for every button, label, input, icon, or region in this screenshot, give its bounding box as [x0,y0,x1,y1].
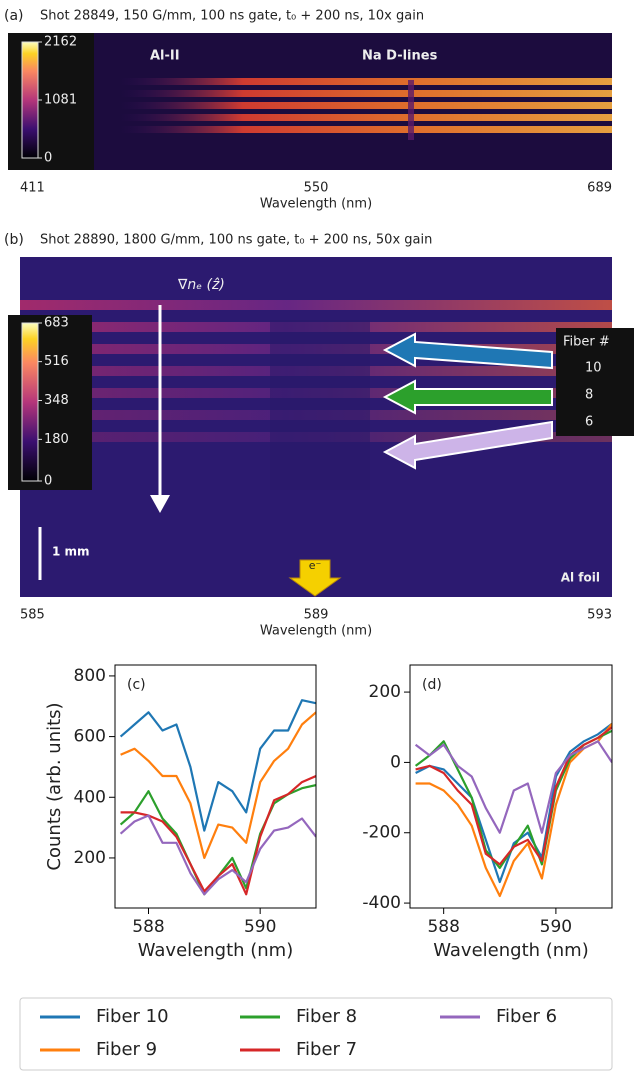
colorbar-tick-label: 516 [44,354,69,369]
emission-band [120,78,612,85]
y-tick-label: 800 [74,666,106,686]
x-tick-label: 593 [587,608,612,623]
annotation: Na D-lines [362,49,438,64]
colorbar-tick-label: 0 [44,474,52,489]
panel-title: Shot 28849, 150 G/mm, 100 ns gate, t₀ + … [40,9,424,24]
x-axis-label: Wavelength (nm) [260,197,372,212]
fiber-label: 10 [585,361,602,376]
series-line [119,699,316,832]
y-tick-label: -200 [362,823,401,843]
panel-label: (b) [4,232,24,248]
series-line [415,722,612,884]
emission-band [120,102,612,109]
annotation: e⁻ [309,559,322,572]
fiber-title: Fiber # [563,335,610,350]
x-tick-label: 689 [587,181,612,196]
x-axis-label: Wavelength (nm) [433,940,589,961]
x-tick-label: 588 [132,917,164,937]
x-axis-label: Wavelength (nm) [138,940,294,961]
series-line [414,740,612,834]
axes-frame [114,664,317,909]
absorption-gap [408,80,414,140]
legend-label: Fiber 9 [96,1039,157,1060]
axes-frame [409,664,613,909]
colorbar [21,41,39,159]
y-tick-label: 0 [390,752,401,772]
colorbar [21,322,39,482]
legend-label: Fiber 7 [296,1039,357,1060]
y-tick-label: 200 [74,848,106,868]
series-line [415,726,612,866]
panel-title: Shot 28890, 1800 G/mm, 100 ns gate, t₀ +… [40,233,432,248]
emission-band [120,90,612,97]
y-tick-label: 400 [74,787,106,807]
series-line [415,723,612,898]
emission-band [120,114,612,121]
annotation: Al-II [150,49,180,64]
emission-band [120,126,612,133]
fiber-label: 8 [585,388,593,403]
annotation: Al foil [561,571,600,585]
y-tick-label: 600 [74,727,106,747]
x-tick-label: 589 [304,608,329,623]
x-tick-label: 585 [20,608,45,623]
y-tick-label: -400 [362,893,401,913]
colorbar-tick-label: 1081 [44,93,77,108]
x-tick-label: 588 [427,917,459,937]
series-line [120,711,316,859]
legend-label: Fiber 8 [296,1006,357,1027]
colorbar-tick-label: 348 [44,393,69,408]
colorbar-tick-label: 2162 [44,35,77,50]
emission-band [20,300,612,310]
x-tick-label: 411 [20,181,45,196]
colorbar-tick-label: 180 [44,432,69,447]
legend-label: Fiber 10 [96,1006,169,1027]
gradient-arrow-head [150,495,170,513]
fiber-label: 6 [585,415,593,430]
y-tick-label: 200 [369,682,401,702]
colorbar-tick-label: 683 [44,316,69,331]
y-axis-label: Counts (arb. units) [44,702,65,870]
series-line [119,814,316,896]
annotation: ∇nₑ (ẑ) [177,277,225,293]
fiber-arrow [382,420,553,470]
x-tick-label: 590 [540,917,572,937]
panel-label: (d) [422,677,442,693]
image-bg [20,33,612,170]
series-line [120,774,316,896]
annotation: 1 mm [52,545,90,559]
colorbar-tick-label: 0 [44,151,52,166]
panel-label: (a) [4,8,24,24]
x-axis-label: Wavelength (nm) [260,624,372,639]
absorption-region [270,320,370,490]
fiber-box [556,328,634,436]
electron-arrow [288,559,342,597]
x-tick-label: 550 [304,181,329,196]
panel-label: (c) [127,677,146,693]
legend-label: Fiber 6 [496,1006,557,1027]
fiber-arrow [382,332,553,370]
fiber-arrow [382,379,553,415]
x-tick-label: 590 [244,917,276,937]
